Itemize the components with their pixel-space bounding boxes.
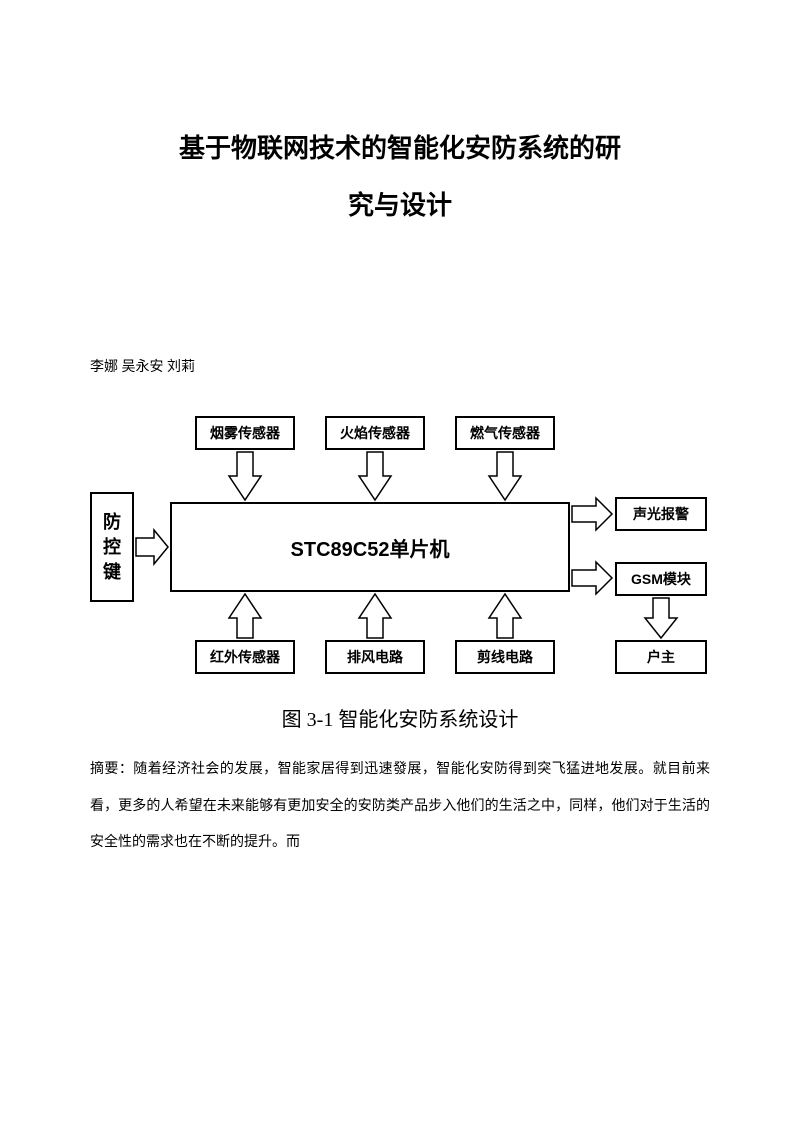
alarm-label: 声光报警 — [633, 504, 689, 524]
sensor-gas-label: 燃气传感器 — [470, 423, 540, 443]
cut-box: 剪线电路 — [455, 640, 555, 674]
mcu-box: STC89C52单片机 — [170, 502, 570, 592]
title-line-1: 基于物联网技术的智能化安防系统的研 — [90, 120, 710, 177]
cut-label: 剪线电路 — [477, 647, 533, 667]
sensor-flame-label: 火焰传感器 — [340, 423, 410, 443]
ir-sensor-label: 红外传感器 — [210, 647, 280, 667]
sensor-gas: 燃气传感器 — [455, 416, 555, 450]
control-key-label: 防 控 键 — [103, 510, 121, 586]
exhaust-label: 排风电路 — [347, 647, 403, 667]
gsm-box: GSM模块 — [615, 562, 707, 596]
abstract-text: 摘要：随着经济社会的发展，智能家居得到迅速發展，智能化安防得到突飞猛进地发展。就… — [90, 752, 710, 861]
title-line-2: 究与设计 — [90, 177, 710, 234]
sensor-smoke-label: 烟雾传感器 — [210, 423, 280, 443]
authors: 李娜 吴永安 刘莉 — [90, 354, 710, 382]
alarm-box: 声光报警 — [615, 497, 707, 531]
control-key-box: 防 控 键 — [90, 492, 134, 602]
diagram-caption: 图 3-1 智能化安防系统设计 — [90, 703, 710, 732]
sensor-flame: 火焰传感器 — [325, 416, 425, 450]
system-diagram: 烟雾传感器 火焰传感器 燃气传感器 防 控 键 STC89C52单片机 声光报警… — [90, 402, 710, 732]
sensor-smoke: 烟雾传感器 — [195, 416, 295, 450]
mcu-label: STC89C52单片机 — [291, 533, 450, 562]
document-page: 基于物联网技术的智能化安防系统的研 究与设计 李娜 吴永安 刘莉 — [0, 0, 800, 902]
ir-sensor-box: 红外传感器 — [195, 640, 295, 674]
owner-label: 户主 — [647, 647, 675, 667]
owner-box: 户主 — [615, 640, 707, 674]
page-title: 基于物联网技术的智能化安防系统的研 究与设计 — [90, 120, 710, 234]
exhaust-box: 排风电路 — [325, 640, 425, 674]
gsm-label: GSM模块 — [631, 569, 691, 589]
